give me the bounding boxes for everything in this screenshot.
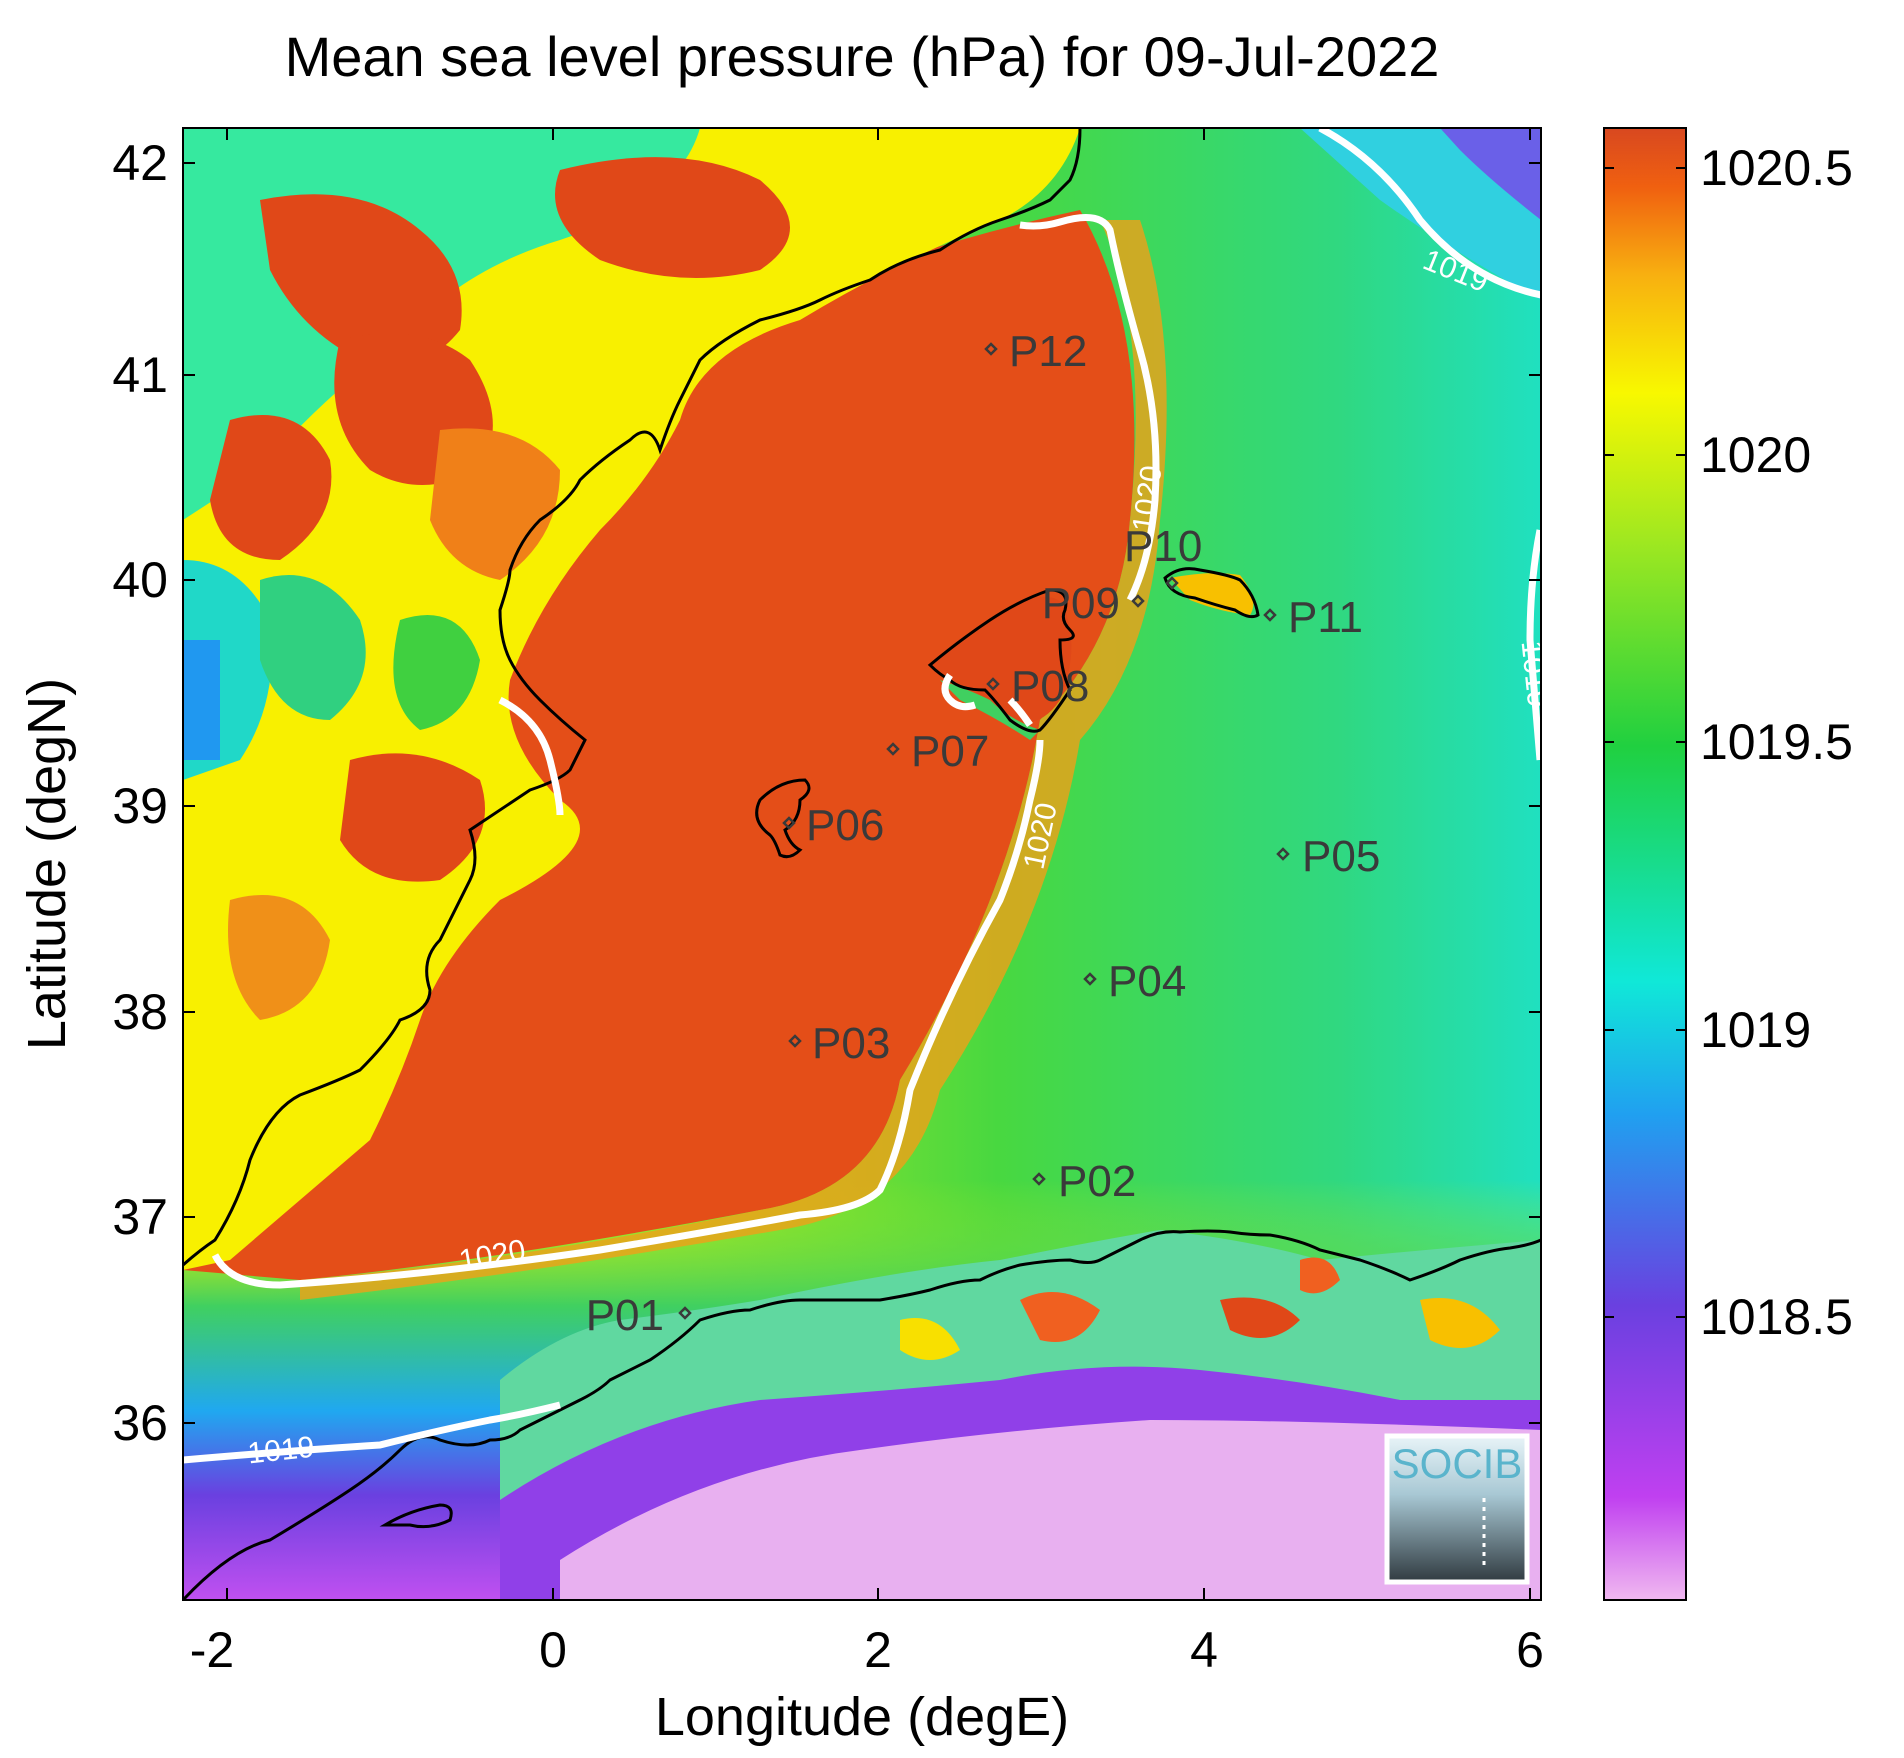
- y-tick-label: 41: [112, 347, 168, 403]
- point-label: P03: [812, 1019, 890, 1068]
- point-label: P01: [586, 1291, 664, 1340]
- point-marker: [1276, 847, 1290, 861]
- point-label: P09: [1042, 579, 1120, 628]
- point-marker: [1032, 1172, 1046, 1186]
- point-marker: [1083, 972, 1097, 986]
- socib-logo: SOCIB: [1384, 1433, 1530, 1585]
- point-marker: [986, 677, 1000, 691]
- point-label: P07: [911, 727, 989, 776]
- point-label: P10: [1124, 522, 1202, 571]
- point-label: P05: [1302, 832, 1380, 881]
- point-marker: [788, 1034, 802, 1048]
- logo-box: [1384, 1433, 1530, 1585]
- point-marker: [886, 742, 900, 756]
- contour-lines: [183, 128, 1541, 1464]
- map-area: [183, 128, 1541, 1600]
- point-marker: [1131, 594, 1145, 608]
- logo-text: SOCIB: [1392, 1440, 1523, 1487]
- x-tick-label: 6: [1516, 1622, 1544, 1678]
- point-label: P12: [1009, 327, 1087, 376]
- contour-label: 1019: [246, 1431, 316, 1471]
- colorbar-tick-label: 1019.5: [1700, 714, 1853, 770]
- point-label: P04: [1108, 957, 1186, 1006]
- colorbar-tick-label: 1020: [1700, 427, 1811, 483]
- x-tick-label: -2: [190, 1622, 234, 1678]
- y-tick-label: 37: [112, 1189, 168, 1245]
- colorbar-gradient: [1603, 127, 1687, 1601]
- y-tick-label: 36: [112, 1395, 168, 1451]
- point-marker: [782, 816, 796, 830]
- colorbar-tick-label: 1020.5: [1700, 140, 1853, 196]
- x-tick-label: 2: [864, 1622, 892, 1678]
- coastlines: [183, 128, 1541, 1600]
- point-label: P08: [1011, 662, 1089, 711]
- point-marker: [1165, 576, 1179, 590]
- x-tick-label: 4: [1190, 1622, 1218, 1678]
- y-tick-label: 38: [112, 984, 168, 1040]
- point-label: P06: [806, 801, 884, 850]
- chart-title: Mean sea level pressure (hPa) for 09-Jul…: [285, 25, 1440, 88]
- x-tick-label: 0: [539, 1622, 567, 1678]
- point-label: P02: [1058, 1157, 1136, 1206]
- point-marker: [678, 1306, 692, 1320]
- contour-label: 1019: [1515, 639, 1555, 709]
- land-menorca: [1170, 573, 1254, 615]
- y-axis-label: Latitude (degN): [17, 678, 77, 1050]
- x-axis-label: Longitude (degE): [655, 1687, 1069, 1747]
- axis-tick-marks: [183, 128, 1541, 1600]
- pressure-field-ne: [1300, 128, 1541, 300]
- map-frame: [182, 127, 1542, 1601]
- y-tick-label: 39: [112, 778, 168, 834]
- colorbar-tick-label: 1019: [1700, 1002, 1811, 1058]
- y-tick-label: 40: [112, 552, 168, 608]
- point-marker: [984, 342, 998, 356]
- point-marker: [1263, 608, 1277, 622]
- colorbar-tick-label: 1018.5: [1700, 1289, 1853, 1345]
- point-label: P11: [1288, 593, 1363, 642]
- y-tick-label: 42: [112, 135, 168, 191]
- colorbar: 1018.5 1019 1019.5 1020 1020.5: [1603, 127, 1853, 1601]
